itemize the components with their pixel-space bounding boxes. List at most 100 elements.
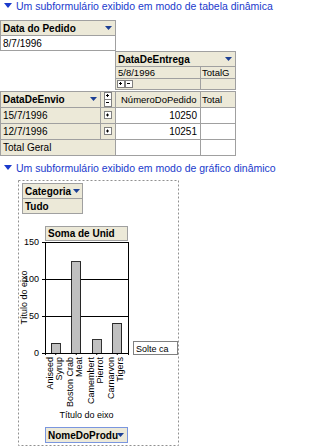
icon-stroke[interactable] (120, 82, 121, 85)
heading-text: Um subformulário exibido em modo de gráf… (16, 162, 276, 174)
icon-box[interactable] (104, 128, 111, 135)
dropdown-arrow[interactable] (117, 433, 124, 437)
x-tick: AniseedSyrup (45, 353, 64, 390)
dropdown-arrow[interactable] (73, 189, 80, 193)
row-field-button[interactable] (1, 92, 101, 108)
column-field-button[interactable] (116, 52, 236, 67)
icon-stroke[interactable] (119, 83, 122, 84)
grid (45, 242, 128, 353)
category-field: NomeDoProdu (48, 430, 118, 441)
x-tick-label: CarnarvonTigers (106, 357, 125, 400)
icon-stroke[interactable] (107, 94, 108, 97)
x-tick-mark (117, 353, 118, 355)
expand-icon[interactable] (117, 80, 124, 87)
series-drop-zone[interactable] (134, 342, 178, 355)
filter-value-cell (23, 199, 83, 214)
y-tick-mark (42, 242, 45, 243)
x-tick-mark (76, 353, 77, 355)
data-header: NúmeroDoPedido (121, 94, 197, 105)
x-tick: CarnarvonTigers (106, 353, 125, 399)
data-header: Total (202, 94, 222, 105)
y-tick: 150 (24, 237, 45, 247)
x-axis-line (46, 354, 129, 356)
dropdown-arrow[interactable] (105, 26, 112, 30)
icon-box[interactable] (125, 80, 132, 87)
dropdown-arrow[interactable] (90, 97, 97, 101)
filter-field-button[interactable] (1, 21, 116, 36)
icon-box[interactable] (104, 99, 111, 106)
icon-stroke[interactable] (106, 95, 109, 96)
column-item-cell (116, 67, 201, 79)
icon-stroke[interactable] (106, 115, 109, 116)
grand-total-label: Total Geral (3, 142, 51, 153)
x-tick-mark (55, 353, 56, 355)
y-axis-line (42, 243, 46, 354)
dropdown-button[interactable] (90, 97, 97, 101)
bar (113, 323, 122, 353)
y-tick-label: 50 (29, 311, 39, 321)
grid-line (45, 242, 128, 243)
icon-box[interactable] (117, 80, 124, 87)
category-field-button[interactable] (46, 428, 128, 443)
expander-cell (101, 92, 116, 108)
pivot-chart-panel: CategoriaTudoSoma de Unid050100150Anisee… (19, 181, 179, 446)
y-tick-mark (42, 279, 45, 280)
icon-stroke[interactable] (127, 83, 130, 84)
dropdown-button[interactable] (105, 26, 112, 30)
icon-box[interactable] (104, 92, 111, 99)
icon-stroke[interactable] (106, 102, 109, 103)
filter-value: 8/7/1996 (3, 38, 42, 49)
x-tick-label: Boston CrabMeat (65, 357, 84, 408)
total-cell (201, 140, 236, 156)
filter-field: Categoria (25, 186, 72, 197)
x-tick: Boston CrabMeat (65, 353, 84, 407)
expand-icon[interactable] (104, 128, 111, 135)
drop-zone-text: Solte ca (136, 344, 169, 354)
filter-value: Tudo (25, 201, 49, 212)
expand-icon[interactable] (104, 92, 111, 99)
icon-stroke[interactable] (106, 131, 109, 132)
filter-value-cell (1, 36, 116, 51)
expander-cell (116, 79, 201, 90)
dropdown-button[interactable] (73, 189, 80, 193)
expander-cell (201, 79, 236, 90)
heading-arrow[interactable] (4, 3, 12, 8)
section-heading[interactable]: Um subformulário exibido em modo de tabe… (4, 0, 273, 12)
section-heading[interactable]: Um subformulário exibido em modo de gráf… (4, 162, 276, 174)
expand-icon[interactable] (104, 112, 111, 119)
expander-cell (101, 108, 116, 124)
x-axis-title: Título do eixo (59, 410, 113, 420)
icon-stroke[interactable] (107, 130, 108, 133)
bar (92, 340, 101, 353)
heading-arrow[interactable] (4, 165, 12, 170)
row-label: 15/7/1996 (3, 110, 48, 121)
x-tick: CamembertPierrot (86, 353, 105, 404)
data-cell (116, 140, 201, 156)
data-cell (116, 108, 201, 124)
dropdown-button[interactable] (117, 433, 124, 437)
plot-area (45, 242, 128, 353)
bar (72, 262, 81, 353)
row-label-cell (1, 124, 101, 140)
bars (51, 262, 122, 353)
grid-line (45, 279, 128, 280)
x-tick-mark (96, 353, 97, 355)
dropdown-button[interactable] (225, 57, 232, 61)
data-header-cell (116, 92, 201, 108)
icon-stroke[interactable] (107, 114, 108, 117)
collapse-icon[interactable] (104, 99, 111, 106)
y-tick-mark (42, 353, 45, 354)
dropdown-arrow[interactable] (225, 57, 232, 61)
y-tick: 0 (34, 348, 45, 358)
row-label: 12/7/1996 (3, 126, 48, 137)
y-axis-title: Título do eixo (19, 270, 29, 324)
filter-field-button[interactable] (23, 184, 83, 199)
y-tick: 50 (29, 311, 45, 321)
chart-title-box (46, 227, 128, 241)
x-tick-label: AniseedSyrup (45, 357, 64, 390)
pivot-table: Data do Pedido8/7/1996DataDeEntrega5/8/1… (1, 21, 236, 156)
bar (51, 343, 60, 353)
page: Um subformulário exibido em modo de tabe… (0, 0, 310, 448)
icon-box[interactable] (104, 112, 111, 119)
collapse-icon[interactable] (125, 80, 132, 87)
